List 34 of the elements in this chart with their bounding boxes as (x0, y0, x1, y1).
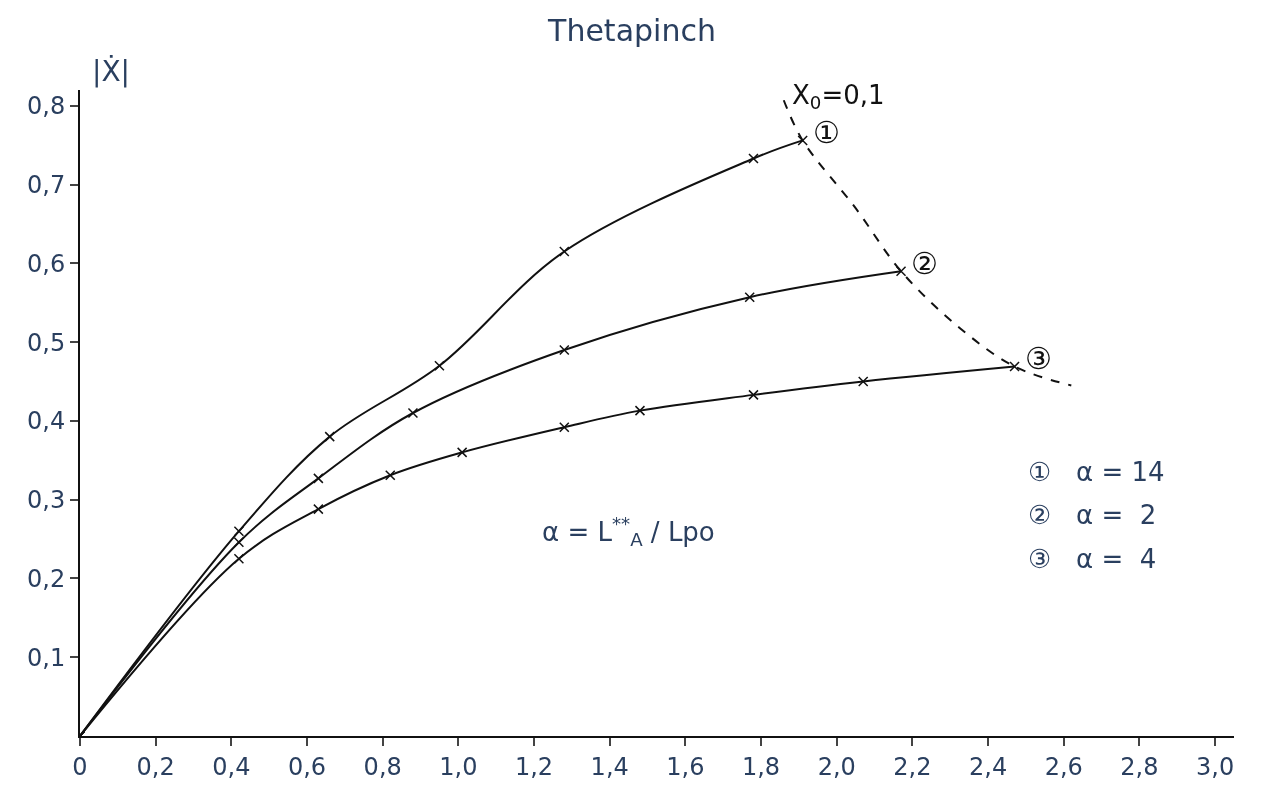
y-tick-label: 0,6 (27, 249, 66, 278)
x-tick-label: 0,8 (363, 752, 402, 781)
y-tick-label: 0,5 (27, 328, 66, 357)
x-tick-label: 1,4 (590, 752, 629, 781)
x-tick-label: 1,8 (741, 752, 781, 781)
x-tick-label: 2,8 (1120, 752, 1159, 781)
x-tick-label: 2,0 (817, 752, 856, 781)
y-tick-label: 0,4 (27, 407, 66, 436)
annotation: α = L$^{**}$$_{A}$ / Lpo (542, 513, 715, 551)
x-tick-label: 0,2 (136, 752, 175, 781)
annotation: ② α = 2 (1028, 500, 1157, 530)
y-tick-label: 0,1 (27, 643, 66, 672)
x-tick-label: 1,2 (514, 752, 554, 781)
y-tick-label: 0,2 (27, 564, 66, 593)
annotation: ① α = 14 (1028, 457, 1165, 487)
series-label: ② (911, 246, 938, 281)
x-tick-label: 2,6 (1044, 752, 1083, 781)
y-tick-label: 0,8 (27, 92, 66, 121)
x-tick-label: 0 (72, 752, 88, 781)
x-tick-label: 1,0 (439, 752, 478, 781)
x-tick-label: 2,4 (968, 752, 1008, 781)
y-tick-label: 0,7 (27, 170, 66, 199)
chart-title: Thetapinch (547, 12, 716, 48)
annotation: ③ α = 4 (1028, 544, 1157, 574)
x-tick-label: 1,6 (666, 752, 705, 781)
y-axis-title: |Ẋ| (92, 55, 131, 88)
y-tick-label: 0,3 (27, 486, 66, 515)
series-label: ① (813, 115, 840, 150)
x-tick-label: 0,6 (287, 752, 327, 781)
x-tick-label: 3,0 (1195, 752, 1235, 781)
x-tick-label: 2,2 (893, 752, 932, 781)
x-tick-label: 0,4 (212, 752, 251, 781)
series-label: ③ (1025, 341, 1052, 376)
series-label: X$_{0}$=0,1 (792, 80, 885, 114)
